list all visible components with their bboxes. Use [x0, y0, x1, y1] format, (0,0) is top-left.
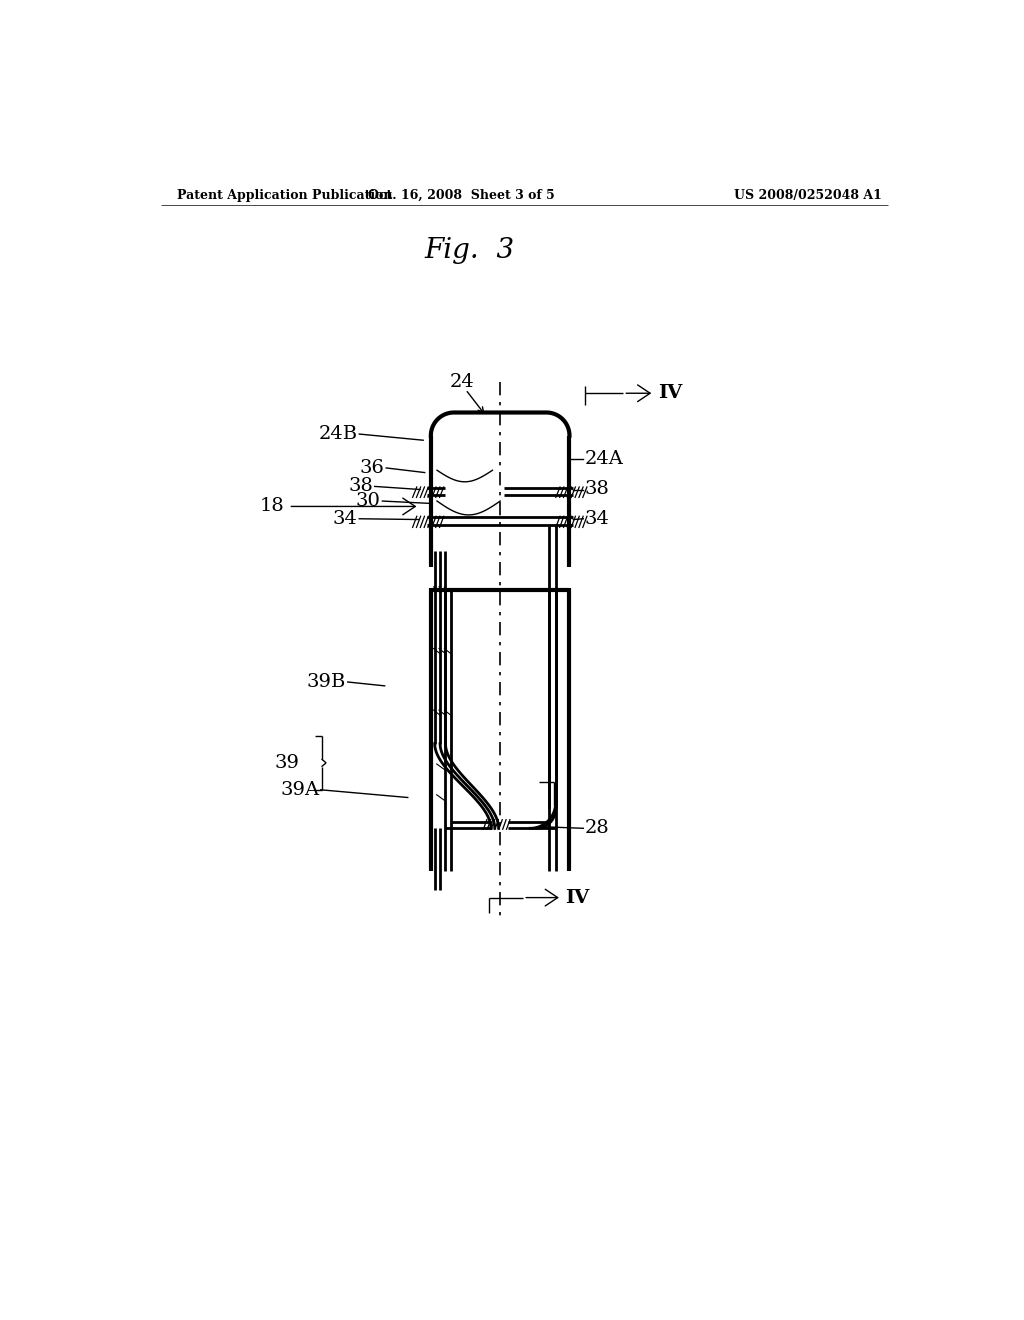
Text: 39B: 39B: [307, 673, 346, 690]
Text: 34: 34: [333, 510, 357, 528]
Text: Patent Application Publication: Patent Application Publication: [177, 189, 392, 202]
Text: 38: 38: [585, 480, 609, 499]
Text: 24B: 24B: [318, 425, 357, 444]
Text: US 2008/0252048 A1: US 2008/0252048 A1: [734, 189, 882, 202]
Text: Fig.  3: Fig. 3: [424, 238, 514, 264]
Text: IV: IV: [658, 384, 682, 403]
Text: 36: 36: [359, 459, 385, 477]
Text: 28: 28: [585, 820, 609, 837]
Text: 24: 24: [450, 372, 474, 391]
Text: 38: 38: [348, 478, 373, 495]
Text: IV: IV: [565, 888, 590, 907]
Text: 39A: 39A: [281, 781, 319, 799]
Text: 39: 39: [275, 754, 300, 772]
Text: 24A: 24A: [585, 450, 624, 467]
Text: 34: 34: [585, 510, 609, 528]
Text: 18: 18: [260, 498, 285, 515]
Text: 30: 30: [356, 492, 381, 510]
Text: Oct. 16, 2008  Sheet 3 of 5: Oct. 16, 2008 Sheet 3 of 5: [369, 189, 555, 202]
